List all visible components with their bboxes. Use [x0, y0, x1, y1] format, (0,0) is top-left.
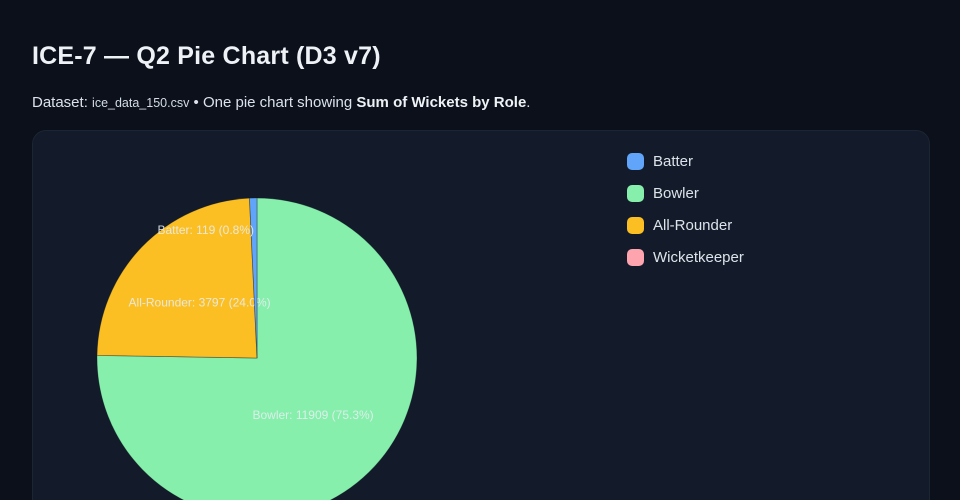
legend-swatch-icon — [627, 216, 644, 234]
page-title: ICE-7 — Q2 Pie Chart (D3 v7) — [32, 42, 381, 70]
pie-slice-all-rounder — [96, 197, 258, 359]
dataset-filename: ice_data_150.csv — [92, 96, 190, 110]
legend-item-bowler: Bowler — [627, 177, 744, 209]
dataset-period: . — [526, 94, 531, 111]
dataset-label: Dataset: — [32, 94, 88, 111]
pie-slice-label-all-rounder: All-Rounder: 3797 (24.0%) — [129, 296, 271, 310]
legend: Batter Bowler All-Rounder Wicketkeeper — [627, 145, 744, 273]
legend-label: Wicketkeeper — [653, 248, 744, 266]
pie-slice-label-bowler: Bowler: 11909 (75.3%) — [253, 408, 374, 422]
pie-slice-batter — [249, 197, 258, 359]
legend-swatch-icon — [627, 248, 644, 266]
legend-label: Bowler — [653, 184, 699, 202]
legend-label: Batter — [653, 152, 694, 170]
pie-slice-label-batter: Batter: 119 (0.8%) — [158, 223, 255, 237]
dataset-description: One pie chart showing — [202, 94, 353, 111]
legend-item-wicketkeeper: Wicketkeeper — [627, 241, 744, 273]
legend-item-all-rounder: All-Rounder — [627, 209, 744, 241]
dataset-separator: • — [193, 94, 199, 111]
legend-item-batter: Batter — [627, 145, 744, 177]
dataset-line: Dataset: ice_data_150.csv • One pie char… — [32, 94, 530, 111]
legend-swatch-icon — [627, 184, 644, 202]
pie-chart-svg: Bowler: 11909 (75.3%) All-Rounder: 3797 (… — [96, 197, 418, 500]
legend-label: All-Rounder — [653, 216, 733, 234]
legend-swatch-icon — [627, 152, 644, 170]
pie-slice-bowler — [96, 197, 418, 500]
chart-card: Bowler: 11909 (75.3%) All-Rounder: 3797 (… — [32, 130, 930, 500]
dataset-emphasis: Sum of Wickets by Role — [356, 94, 527, 111]
